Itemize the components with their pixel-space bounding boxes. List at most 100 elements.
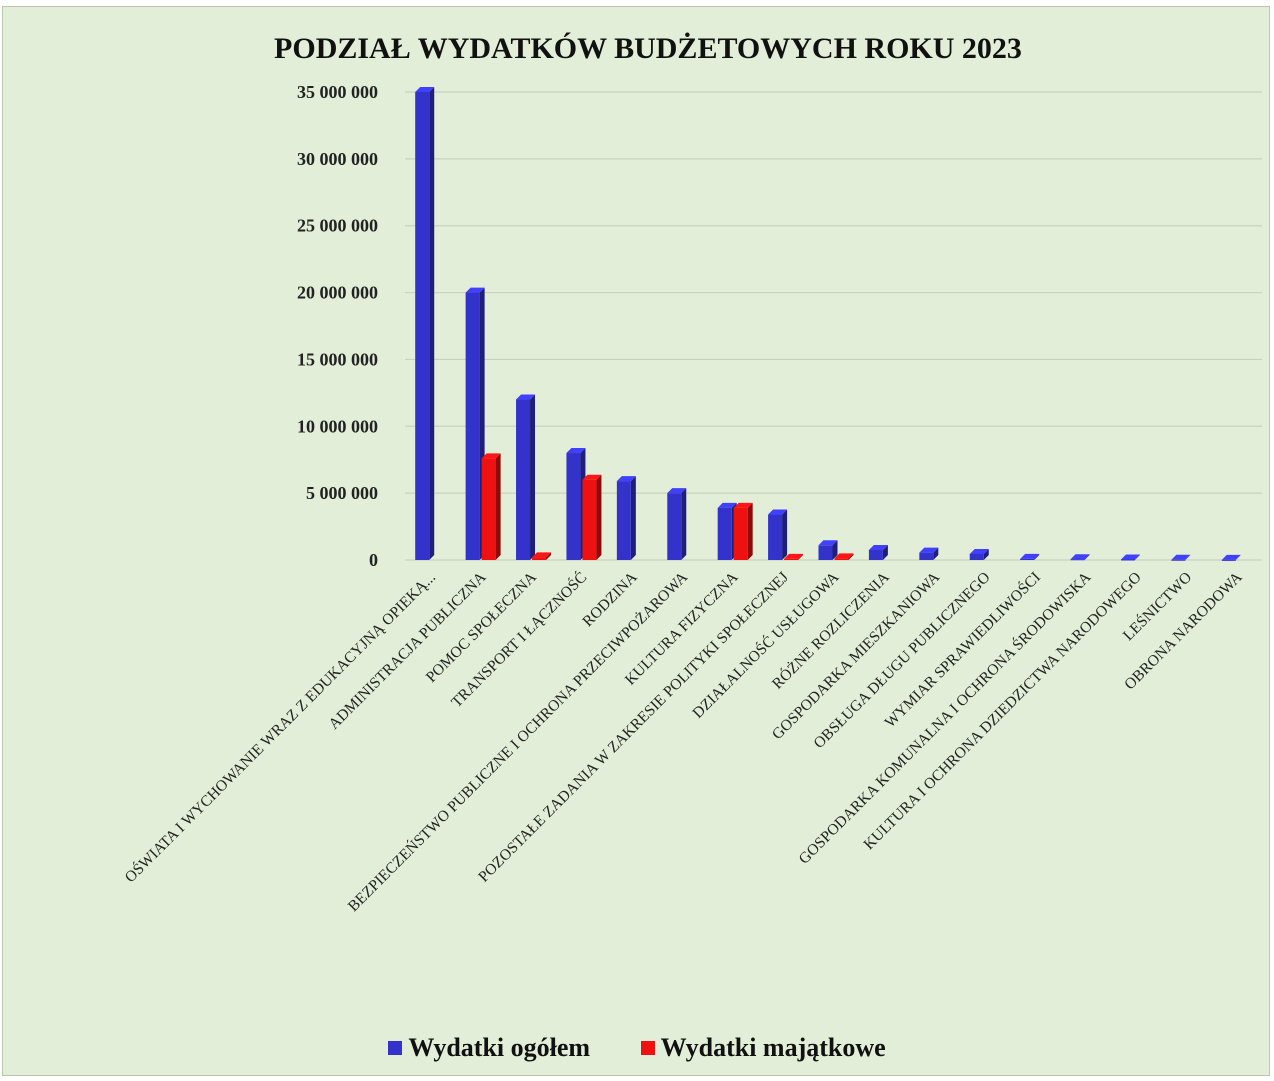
bar-front [1221,559,1236,561]
bar-front [1171,559,1186,561]
bar-wydatki-ogolem [1221,554,1241,561]
bar-top [717,502,737,508]
bar-side [530,394,536,560]
bar-side [546,552,552,560]
bar-side [630,476,636,560]
bar-front [465,292,480,560]
legend-label-total: Wydatki ogółem [408,1033,591,1062]
bar-wydatki-ogolem [667,488,687,560]
y-tick-label: 30 000 000 [297,149,378,169]
bar-wydatki-ogolem [616,476,636,560]
bar-side [832,540,838,560]
bar-wydatki-ogolem [868,544,888,560]
bar-side [1034,553,1040,560]
bar-wydatki-majatkowe [532,552,552,560]
legend-item-total: Wydatki ogółem [388,1033,590,1063]
bar-side [596,474,602,560]
bar-top [834,553,854,559]
bar-wydatki-ogolem [969,548,989,560]
bar-side [798,553,804,560]
bar-wydatki-ogolem [415,87,435,560]
bar-front [784,558,799,560]
bar-top [1221,554,1241,560]
bar-side [681,488,687,560]
bar-top [616,476,636,482]
bar-front [717,507,732,560]
y-tick-label: 35 000 000 [297,82,378,102]
bar-front [733,507,748,560]
y-tick-label: 15 000 000 [297,349,378,369]
bar-wydatki-ogolem [768,509,788,560]
legend-swatch-total [388,1041,403,1055]
bar-front [1120,559,1135,561]
bar-top [582,474,602,480]
bar-top [481,453,501,459]
bar-front [768,514,783,560]
chart-title: PODZIAŁ WYDATKÓW BUDŻETOWYCH ROKU 2023 [274,32,1022,65]
chart-frame [2,6,1270,1076]
bar-top [868,544,888,550]
bar-top [1020,553,1040,559]
bar-top [532,552,552,558]
bar-wydatki-ogolem [818,540,838,560]
chart-legend: Wydatki ogółem Wydatki majątkowe [0,1033,1274,1063]
bar-front [532,557,547,560]
bar-top [667,488,687,494]
bar-front [516,399,531,560]
bar-front [582,479,597,560]
bar-wydatki-ogolem [516,394,536,560]
bar-side [1084,554,1090,560]
bar-side [747,502,753,560]
bar-side [1134,554,1140,560]
bar-front [1020,558,1035,560]
bar-wydatki-ogolem [465,287,485,560]
bar-side [782,509,788,560]
bar-top [516,394,536,400]
x-tick-label: OBSŁUGA DŁUGU PUBLICZNEGO [810,569,993,752]
bar-wydatki-ogolem [919,547,939,560]
bar-top [733,502,753,508]
bar-front [566,453,581,560]
bar-side [1235,554,1241,560]
y-tick-label: 20 000 000 [297,283,378,303]
bar-front [834,558,849,560]
bar-top [465,287,485,293]
y-tick-label: 5 000 000 [306,483,378,503]
bar-front [481,458,496,560]
bar-front [818,545,833,560]
bar-top [415,87,435,92]
bar-front [667,493,682,560]
bar-side [495,453,501,560]
bar-front [616,481,631,560]
y-tick-label: 0 [369,550,378,570]
bar-wydatki-majatkowe [481,453,501,560]
bar-top [1171,554,1191,560]
legend-label-capital: Wydatki majątkowe [660,1033,886,1062]
bar-front [919,552,934,560]
bar-wydatki-ogolem [1070,554,1090,561]
bar-top [784,553,804,559]
bar-wydatki-majatkowe [834,553,854,560]
bar-side [429,87,435,560]
bar-wydatki-majatkowe [582,474,602,560]
bar-front [969,553,984,560]
bar-front [868,549,883,560]
bar-side [983,548,989,560]
bar-wydatki-ogolem [1171,554,1191,561]
bar-front [1070,559,1085,561]
bar-wydatki-ogolem [1120,554,1140,561]
y-tick-label: 10 000 000 [297,416,378,436]
bar-top [1120,554,1140,560]
bar-side [848,553,854,560]
bar-wydatki-majatkowe [733,502,753,560]
bar-top [969,548,989,554]
bar-side [933,547,939,560]
bar-side [882,544,888,560]
bar-wydatki-majatkowe [784,553,804,560]
bar-side [1185,554,1191,560]
bar-top [919,547,939,553]
bar-top [768,509,788,515]
bar-wydatki-ogolem [1020,553,1040,560]
bar-front [415,92,430,560]
